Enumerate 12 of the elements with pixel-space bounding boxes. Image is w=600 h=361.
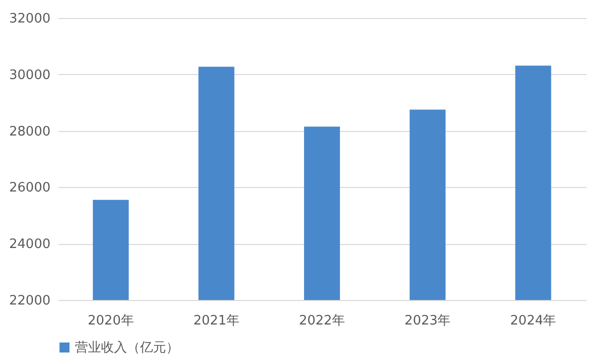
x-tick-label: 2021年 [193, 314, 240, 328]
x-tick-label: 2024年 [510, 314, 556, 328]
y-tick-label: 28000 [9, 124, 50, 140]
y-tick-label: 26000 [9, 180, 50, 196]
x-tick-label: 2020年 [88, 314, 134, 328]
y-tick-label: 22000 [9, 294, 50, 308]
y-tick-label: 32000 [9, 12, 50, 26]
y-tick-label: 24000 [9, 237, 50, 252]
legend-label: 营业收入（亿元） [75, 340, 179, 356]
x-tick-label: 2023年 [404, 314, 451, 328]
y-tick-label: 30000 [9, 68, 50, 83]
x-tick-label: 2022年 [298, 314, 346, 328]
